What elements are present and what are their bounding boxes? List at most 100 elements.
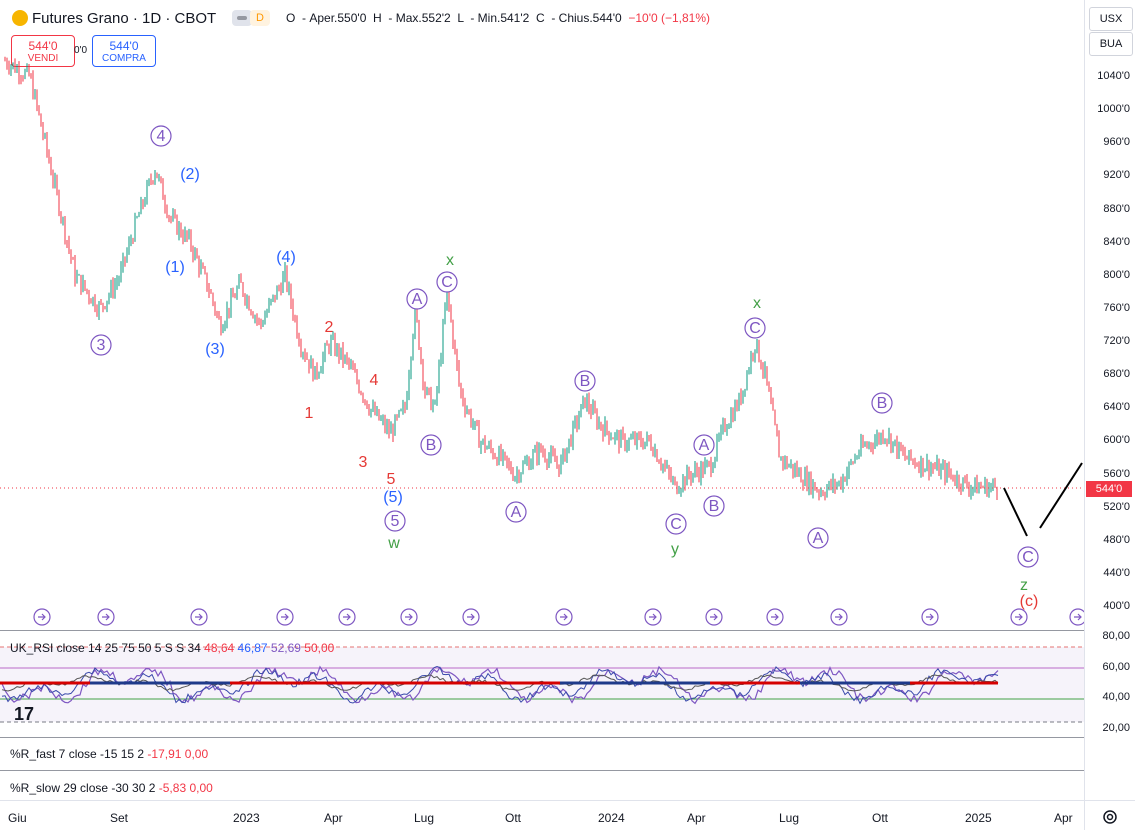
currency-selector[interactable]: USX — [1089, 7, 1133, 31]
time-tick: 2023 — [233, 811, 260, 825]
wave-circle — [406, 288, 428, 310]
wave-label: B — [877, 395, 888, 412]
wave-label: 4 — [157, 128, 166, 145]
wave-label: A — [813, 530, 824, 547]
wave-label: 1 — [305, 405, 314, 422]
time-tick: 2025 — [965, 811, 992, 825]
time-tick: Set — [110, 811, 129, 825]
price-tick: 760'0 — [1103, 301, 1130, 314]
wave-label: 5 — [391, 513, 400, 530]
wave-circle — [1017, 546, 1039, 568]
close-value: Chius.544'0 — [558, 11, 622, 25]
wave-circle — [574, 370, 596, 392]
wave-label: z — [1020, 577, 1028, 594]
wave-label: C — [749, 320, 761, 337]
wave-circle — [703, 495, 725, 517]
sell-price: 544'0 — [28, 39, 58, 53]
projection-lines — [1003, 462, 1083, 537]
wave-label: (1) — [165, 259, 185, 276]
rsi-tick: 60,00 — [1102, 661, 1130, 673]
sell-button[interactable]: 544'0 VENDI — [11, 35, 75, 67]
wave-label: (3) — [205, 341, 225, 358]
buy-button[interactable]: 544'0 COMPRA — [92, 35, 156, 67]
candles — [4, 56, 998, 501]
price-tick: 480'0 — [1103, 533, 1130, 546]
time-tick: Ott — [872, 811, 889, 825]
spread-value: 0'0 — [74, 45, 88, 56]
price-tick: 640'0 — [1103, 401, 1130, 414]
rsi-pane: 17 — [0, 646, 1084, 724]
sell-label: VENDI — [27, 53, 59, 64]
symbol-icon[interactable] — [12, 10, 28, 26]
low-value: Min.541'2 — [477, 11, 530, 25]
rfast-v2: 0,00 — [184, 747, 209, 761]
rfast-v1: -17,91 — [147, 747, 182, 761]
wave-label: (2) — [180, 166, 200, 183]
pane-separator[interactable] — [0, 770, 1135, 771]
price-tick: 960'0 — [1103, 136, 1130, 149]
wave-label: B — [426, 437, 437, 454]
wave-circle — [665, 513, 687, 535]
wave-label: 4 — [370, 372, 379, 389]
rslow-v1: -5,83 — [158, 781, 187, 795]
rsi-v2: 46,87 — [237, 641, 268, 655]
wave-circle — [807, 527, 829, 549]
rsi-v3: 52,69 — [270, 641, 301, 655]
wave-circle — [420, 434, 442, 456]
wave-circle — [744, 317, 766, 339]
rfast-legend[interactable]: %R_fast 7 close -15 15 2 -17,91 0,00 — [10, 747, 208, 761]
wave-circle — [150, 125, 172, 147]
time-tick: Apr — [687, 811, 706, 825]
rsi-legend[interactable]: UK_RSI close 14 25 75 50 5 S S 34 48,64 … — [10, 641, 334, 655]
unit-selector[interactable]: BUA — [1089, 32, 1133, 56]
delayed-badge[interactable]: D — [250, 10, 270, 26]
wave-label: x — [753, 295, 761, 312]
wave-label: y — [671, 541, 679, 558]
price-tick: 1000'0 — [1097, 103, 1130, 116]
wave-circle — [90, 334, 112, 356]
price-tick: 560'0 — [1103, 467, 1130, 480]
symbol-title[interactable]: Futures Grano · 1D · CBOT — [32, 10, 217, 27]
wave-label: 2 — [325, 319, 334, 336]
rsi-tick: 80,00 — [1102, 630, 1130, 642]
price-tick: 880'0 — [1103, 202, 1130, 215]
rsi-name: UK_RSI close 14 25 75 50 5 S S 34 — [10, 641, 201, 655]
wave-label: 3 — [97, 337, 106, 354]
settings-gear-icon[interactable] — [1101, 808, 1119, 826]
wave-circle — [693, 434, 715, 456]
high-value: Max.552'2 — [395, 11, 451, 25]
price-tick: 400'0 — [1103, 600, 1130, 612]
rslow-legend[interactable]: %R_slow 29 close -30 30 2 -5,83 0,00 — [10, 781, 213, 795]
price-tick: 440'0 — [1103, 566, 1130, 579]
wave-label: B — [709, 498, 720, 515]
rsi-tick: 40,00 — [1102, 691, 1130, 703]
last-price-tag: 544'0 — [1086, 481, 1132, 497]
low-label: L — [457, 11, 464, 25]
wave-circle — [384, 510, 406, 532]
eye-icon[interactable] — [232, 10, 252, 26]
wave-label: A — [699, 437, 710, 454]
price-chart[interactable]: 4(2)(1)3 (3)(4)21435(5)5wxCABABCyABxCABCz… — [0, 0, 1084, 800]
wave-label: C — [670, 516, 682, 533]
time-axis[interactable] — [0, 800, 1135, 831]
wave-label: 3 — [359, 454, 368, 471]
buy-price: 544'0 — [109, 39, 139, 53]
pane-separator[interactable] — [0, 630, 1135, 631]
open-value: Aper.550'0 — [309, 11, 367, 25]
wave-label: A — [511, 504, 522, 521]
wave-circle — [436, 271, 458, 293]
wave-label: B — [580, 373, 591, 390]
time-tick: Lug — [779, 811, 800, 825]
pane-separator[interactable] — [0, 737, 1135, 738]
wave-label: w — [387, 535, 400, 552]
rsi-v1: 48,64 — [204, 641, 235, 655]
wave-circle — [505, 501, 527, 523]
price-tick: 800'0 — [1103, 268, 1130, 281]
price-axis[interactable]: USX BUA 1040'0 1000'0 960'0 920'0 880'0 840'0… — [1084, 0, 1135, 830]
wave-labels: 4(2)(1)3 (3)(4)21435(5)5wxCABABCyABxCABCz… — [90, 125, 1039, 610]
rsi-tick: 20,00 — [1102, 722, 1130, 734]
price-tick: 720'0 — [1103, 335, 1130, 347]
wave-label: (c) — [1020, 593, 1039, 610]
time-tick: Apr — [324, 811, 343, 825]
wave-label: (5) — [383, 489, 403, 506]
